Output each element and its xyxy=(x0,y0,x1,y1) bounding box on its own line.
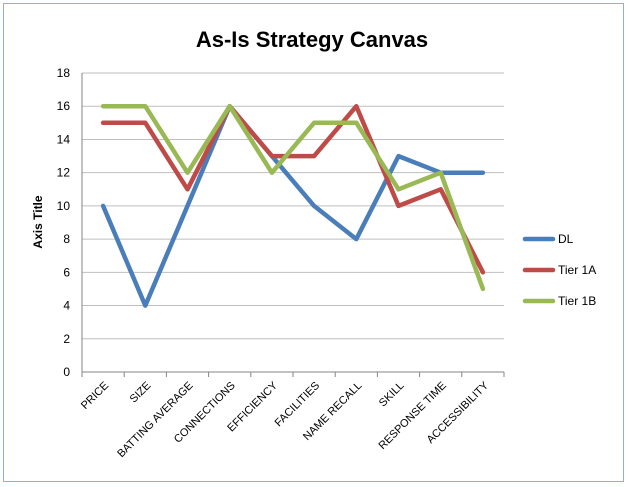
chart-frame xyxy=(3,3,624,482)
y-axis-title: Axis Title xyxy=(31,195,45,248)
y-tick-label-10: 10 xyxy=(57,199,71,213)
axes xyxy=(81,73,505,377)
legend-label-dl: DL xyxy=(558,232,574,246)
y-tick-label-6: 6 xyxy=(63,265,70,279)
y-tick-label-18: 18 xyxy=(57,66,71,80)
chart-title: As-Is Strategy Canvas xyxy=(196,27,428,52)
y-tick-labels: 0 2 4 6 8 10 12 14 16 18 xyxy=(57,66,71,379)
series-line-tier-1b xyxy=(100,103,486,292)
x-tick-label: SIZE xyxy=(128,380,154,406)
legend: DL Tier 1A Tier 1B xyxy=(522,232,596,308)
y-tick-label-12: 12 xyxy=(57,166,71,180)
y-tick-label-8: 8 xyxy=(63,232,70,246)
series-line-tier-1a xyxy=(100,103,486,275)
gridlines xyxy=(82,72,504,373)
x-tick-label: PRICE xyxy=(79,380,111,412)
y-tick-label-16: 16 xyxy=(57,99,71,113)
y-tick-label-2: 2 xyxy=(63,332,70,346)
legend-label-tier-1a: Tier 1A xyxy=(558,263,596,277)
y-tick-label-14: 14 xyxy=(57,132,71,146)
y-tick-label-0: 0 xyxy=(63,365,70,379)
x-tick-label: BATTING AVERAGE xyxy=(115,380,195,460)
series-line-dl xyxy=(100,103,486,308)
legend-label-tier-1b: Tier 1B xyxy=(558,294,596,308)
x-tick-label: SKILL xyxy=(377,380,407,410)
series-lines xyxy=(100,103,486,308)
y-tick-label-4: 4 xyxy=(63,299,70,313)
